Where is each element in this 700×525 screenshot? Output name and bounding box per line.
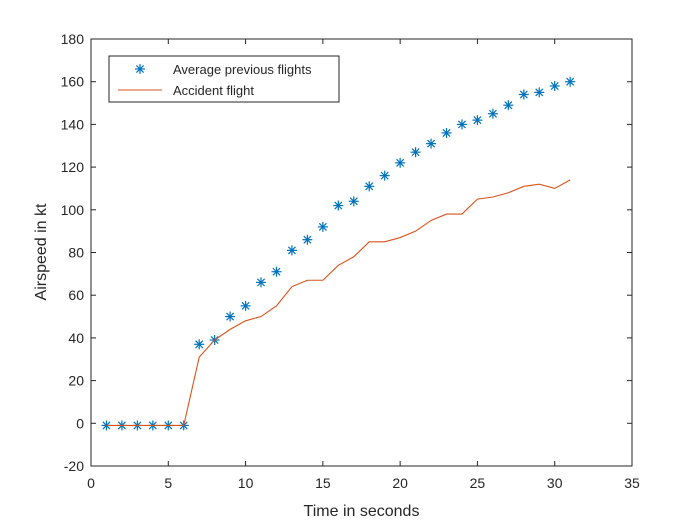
data-point-marker bbox=[348, 196, 359, 207]
y-tick-label: -20 bbox=[64, 458, 84, 474]
x-tick-label: 5 bbox=[164, 475, 172, 491]
plot-area bbox=[91, 39, 632, 466]
x-tick-label: 10 bbox=[238, 475, 254, 491]
x-axis-title: Time in seconds bbox=[304, 503, 420, 520]
y-tick-label: 160 bbox=[61, 74, 85, 90]
data-point-marker bbox=[194, 339, 205, 350]
y-tick-label: 140 bbox=[61, 116, 85, 132]
x-tick-label: 20 bbox=[392, 475, 408, 491]
data-point-marker bbox=[456, 119, 467, 130]
legend-marker-average bbox=[135, 64, 145, 74]
data-point-marker bbox=[240, 300, 251, 311]
y-tick-label: 100 bbox=[61, 202, 85, 218]
y-tick-label: 180 bbox=[61, 31, 85, 47]
data-point-marker bbox=[286, 245, 297, 256]
data-point-marker bbox=[472, 115, 483, 126]
data-point-marker bbox=[426, 138, 437, 149]
data-point-marker bbox=[302, 234, 313, 245]
data-point-marker bbox=[410, 147, 421, 158]
accident-flight-line bbox=[106, 179, 571, 426]
legend-asterisk-icon bbox=[135, 64, 145, 74]
data-point-marker bbox=[549, 80, 560, 91]
x-tick-label: 30 bbox=[547, 475, 563, 491]
data-point-marker bbox=[565, 76, 576, 87]
data-point-marker bbox=[256, 277, 267, 288]
x-tick-label: 25 bbox=[470, 475, 486, 491]
legend: Average previous flights Accident flight bbox=[108, 55, 340, 103]
data-point-marker bbox=[379, 170, 390, 181]
legend-label-average: Average previous flights bbox=[173, 62, 312, 77]
data-point-marker bbox=[503, 100, 514, 111]
y-tick-label: 40 bbox=[68, 330, 84, 346]
x-tick-label: 0 bbox=[87, 475, 95, 491]
data-point-marker bbox=[441, 127, 452, 138]
legend-label-accident: Accident flight bbox=[173, 83, 254, 98]
legend-box bbox=[108, 55, 340, 103]
y-tick-label: 60 bbox=[68, 287, 84, 303]
data-point-marker bbox=[518, 89, 529, 100]
axis-ticks: 0 5 10 15 20 25 30 35-2002040608010012014016018… bbox=[61, 31, 640, 491]
x-tick-label: 35 bbox=[624, 475, 640, 491]
data-point-marker bbox=[487, 108, 498, 119]
data-point-marker bbox=[271, 266, 282, 277]
y-tick-label: 120 bbox=[61, 159, 85, 175]
data-point-marker bbox=[225, 311, 236, 322]
y-tick-label: 0 bbox=[76, 415, 84, 431]
data-point-marker bbox=[534, 87, 545, 98]
x-tick-label: 15 bbox=[315, 475, 331, 491]
data-point-marker bbox=[333, 200, 344, 211]
y-axis-title: Airspeed in kt bbox=[33, 203, 50, 300]
y-tick-label: 20 bbox=[68, 373, 84, 389]
y-tick-label: 80 bbox=[68, 245, 84, 261]
series-layer bbox=[101, 76, 576, 431]
data-point-marker bbox=[395, 157, 406, 168]
data-point-marker bbox=[317, 221, 328, 232]
plot-frame bbox=[90, 38, 633, 467]
data-point-marker bbox=[364, 181, 375, 192]
